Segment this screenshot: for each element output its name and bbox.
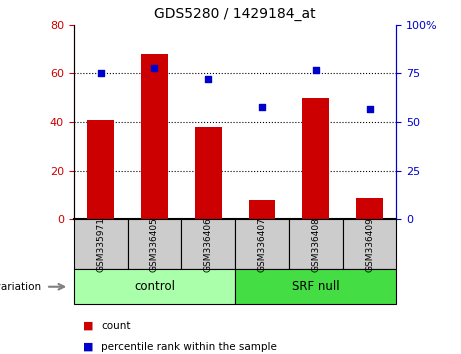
Text: ■: ■ <box>83 321 94 331</box>
Bar <box>195 127 222 219</box>
Text: genotype/variation: genotype/variation <box>0 282 41 292</box>
Text: count: count <box>101 321 131 331</box>
Text: percentile rank within the sample: percentile rank within the sample <box>101 342 278 352</box>
Text: ■: ■ <box>83 342 94 352</box>
Text: GSM336405: GSM336405 <box>150 217 159 272</box>
Bar <box>141 54 168 219</box>
Point <box>205 76 212 82</box>
Bar <box>302 98 329 219</box>
Point <box>366 105 373 111</box>
Text: GSM336407: GSM336407 <box>258 217 266 272</box>
Title: GDS5280 / 1429184_at: GDS5280 / 1429184_at <box>154 7 316 21</box>
Text: GSM336406: GSM336406 <box>204 217 213 272</box>
Text: GSM336409: GSM336409 <box>365 217 374 272</box>
Point <box>151 65 158 70</box>
Point <box>258 104 266 109</box>
Text: GSM335971: GSM335971 <box>96 217 105 272</box>
Point <box>97 70 104 76</box>
Text: GSM336408: GSM336408 <box>311 217 320 272</box>
Text: SRF null: SRF null <box>292 280 340 293</box>
Bar <box>356 198 383 219</box>
Text: control: control <box>134 280 175 293</box>
Bar <box>87 120 114 219</box>
Bar <box>248 200 275 219</box>
Point <box>312 67 319 72</box>
